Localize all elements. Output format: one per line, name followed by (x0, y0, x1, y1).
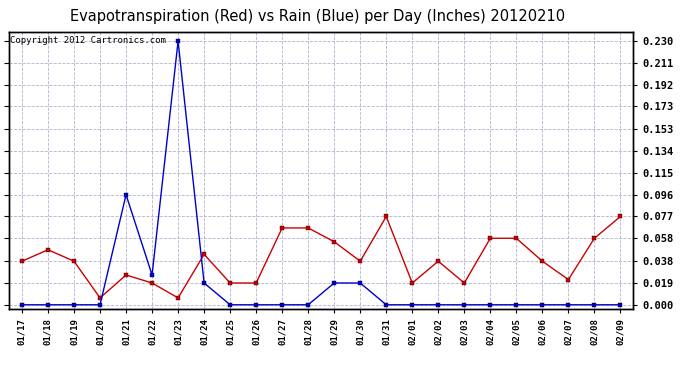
Text: Copyright 2012 Cartronics.com: Copyright 2012 Cartronics.com (10, 36, 166, 45)
Text: Evapotranspiration (Red) vs Rain (Blue) per Day (Inches) 20120210: Evapotranspiration (Red) vs Rain (Blue) … (70, 9, 565, 24)
